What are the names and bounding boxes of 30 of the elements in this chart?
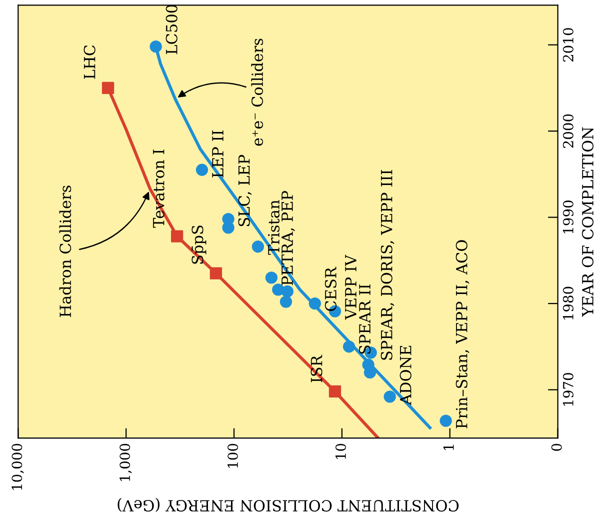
y-tick-label: 1980 [562, 286, 574, 320]
x-tick-label: 0 [551, 444, 562, 451]
annotation: LEP II [212, 130, 224, 178]
x-tick-label: 100 [228, 444, 238, 468]
annotation: VEPP IV [345, 254, 356, 320]
y-axis-title: YEAR OF COMPLETION [582, 127, 594, 317]
x-tick-label: 1,000 [120, 444, 132, 481]
y-tick-label: 1970 [562, 373, 574, 406]
annotation: SPEAR, DORIS, VEPP III [380, 170, 394, 360]
annotation: Tristan [268, 200, 280, 255]
annotation: ISR [310, 354, 322, 382]
x-tick-label: 10,000 [12, 444, 24, 490]
y-tick-label: 1990 [562, 200, 574, 234]
text: Hadron Colliders [59, 186, 72, 317]
x-tick-label: 10 [335, 444, 346, 459]
annotation: SLC, LEP [238, 154, 252, 226]
annotation: SPEAR II [359, 284, 371, 354]
annotation: ADONE [400, 346, 412, 406]
y-tick-label: 2000 [562, 114, 574, 148]
annotation: LHC [84, 45, 96, 79]
x-axis-title: CONSTITUENT COLLISION ENERGY (GeV) [118, 498, 459, 512]
annotation: Sp̄pS [192, 226, 206, 264]
text: e⁺e⁻ Colliders [251, 38, 264, 146]
x-tick-label: 1 [443, 444, 454, 450]
annotation: Tevatron I [153, 150, 164, 228]
y-tick-label: 2010 [562, 28, 574, 62]
annotation: Prin–Stan, VEPP II, ACO [456, 240, 470, 428]
annotation: PETRA, PEP [282, 190, 295, 286]
annotation: CESR [324, 266, 336, 311]
annotation: LC500 [166, 4, 178, 54]
